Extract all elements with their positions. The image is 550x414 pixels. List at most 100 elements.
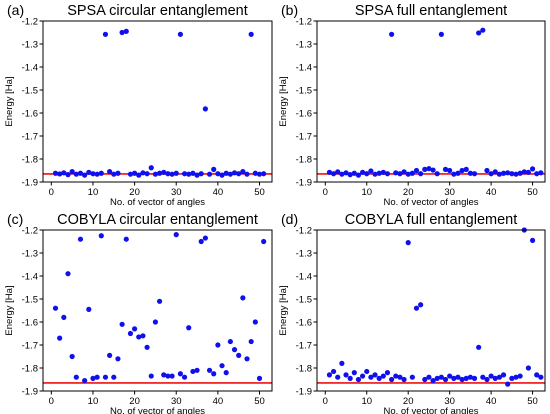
data-point — [343, 170, 349, 176]
data-point — [455, 170, 461, 176]
data-point — [480, 27, 486, 33]
data-point — [413, 305, 420, 311]
data-point — [455, 374, 461, 380]
data-point — [211, 166, 217, 172]
data-point — [484, 376, 490, 383]
data-point — [223, 170, 229, 176]
data-point — [90, 375, 96, 381]
y-tick-label: -1.3 — [22, 39, 38, 50]
x-axis-label: No. of vector of angles — [110, 197, 205, 208]
data-point — [132, 170, 138, 176]
panel-d: (d) COBYLA full entanglement 0 10 20 30 40 50 -1… — [278, 211, 546, 414]
data-point — [434, 171, 440, 177]
panel-label: (d) — [281, 211, 298, 227]
data-point — [115, 170, 121, 176]
data-point — [177, 31, 183, 37]
data-point — [409, 374, 415, 380]
data-point — [509, 171, 515, 177]
y-tick-label: -1.8 — [296, 154, 312, 165]
y-tick-label: -1.2 — [22, 16, 38, 27]
data-point — [380, 373, 386, 379]
data-point — [467, 170, 473, 176]
data-point — [459, 167, 465, 174]
data-point — [252, 170, 258, 176]
data-point — [389, 31, 395, 37]
data-point — [227, 338, 233, 345]
y-tick-label: -1.3 — [296, 248, 312, 259]
data-point — [169, 373, 175, 379]
data-point — [194, 367, 200, 373]
data-point — [372, 171, 378, 177]
data-point — [534, 372, 540, 378]
chart-title: SPSA circular entanglement — [67, 3, 248, 19]
data-point — [252, 319, 258, 325]
data-point — [98, 170, 104, 176]
data-points — [326, 27, 544, 178]
y-tick-label: -1.6 — [296, 108, 312, 119]
x-axis-label: No. of vector of angles — [383, 406, 478, 414]
data-point — [513, 171, 519, 177]
y-axis-label: Energy [Ha] — [4, 76, 15, 126]
data-point — [451, 171, 457, 177]
data-point — [261, 238, 267, 245]
panel-label: (a) — [7, 2, 24, 18]
x-tick-label: 30 — [171, 396, 182, 407]
data-point — [447, 373, 453, 379]
data-point — [73, 171, 79, 177]
data-point — [240, 295, 246, 301]
panel-a: (a) SPSA circular entanglement 0 10 20 30 40 50… — [4, 2, 273, 208]
data-point — [360, 169, 366, 175]
data-point — [405, 171, 411, 177]
data-points — [326, 227, 544, 387]
data-point — [219, 172, 225, 178]
data-point — [227, 171, 233, 177]
y-tick-label: -1.9 — [296, 177, 312, 188]
data-point — [330, 171, 337, 177]
data-point — [430, 378, 436, 384]
x-tick-label: 40 — [486, 396, 497, 407]
x-tick-label: 20 — [403, 187, 414, 198]
data-point — [496, 171, 502, 177]
data-point — [161, 372, 167, 378]
y-tick-label: -1.6 — [296, 317, 312, 328]
data-point — [148, 165, 154, 171]
panel-label: (b) — [281, 2, 298, 18]
data-point — [488, 171, 494, 177]
data-point — [430, 167, 436, 173]
data-point — [156, 170, 163, 176]
data-point — [206, 367, 213, 373]
data-point — [438, 374, 444, 380]
data-point — [127, 330, 134, 337]
data-point — [236, 171, 242, 177]
data-point — [98, 233, 104, 239]
data-point — [236, 352, 242, 358]
data-point — [132, 326, 138, 332]
data-point — [426, 166, 432, 172]
data-point — [248, 338, 254, 345]
data-point — [94, 374, 100, 380]
data-point — [61, 314, 67, 320]
data-point — [77, 236, 84, 242]
data-point — [463, 375, 469, 381]
data-point — [326, 372, 333, 378]
y-tick-label: -1.2 — [296, 16, 312, 27]
data-point — [186, 325, 192, 331]
y-tick-label: -1.9 — [22, 177, 38, 188]
data-point — [61, 170, 67, 176]
chart-title: COBYLA circular entanglement — [57, 212, 258, 228]
panel-label: (c) — [7, 211, 23, 227]
y-axis-label: Energy [Ha] — [4, 285, 15, 335]
y-tick-label: -1.4 — [296, 271, 312, 282]
data-point — [513, 374, 519, 380]
data-point — [376, 170, 382, 176]
data-point — [509, 375, 515, 381]
data-point — [240, 169, 246, 175]
y-tick-label: -1.9 — [296, 386, 312, 397]
data-point — [165, 373, 171, 379]
data-point — [418, 171, 424, 177]
data-point — [256, 171, 263, 177]
data-point — [413, 167, 420, 174]
chart-title: COBYLA full entanglement — [345, 212, 518, 228]
data-point — [261, 171, 267, 177]
data-points — [52, 28, 267, 178]
